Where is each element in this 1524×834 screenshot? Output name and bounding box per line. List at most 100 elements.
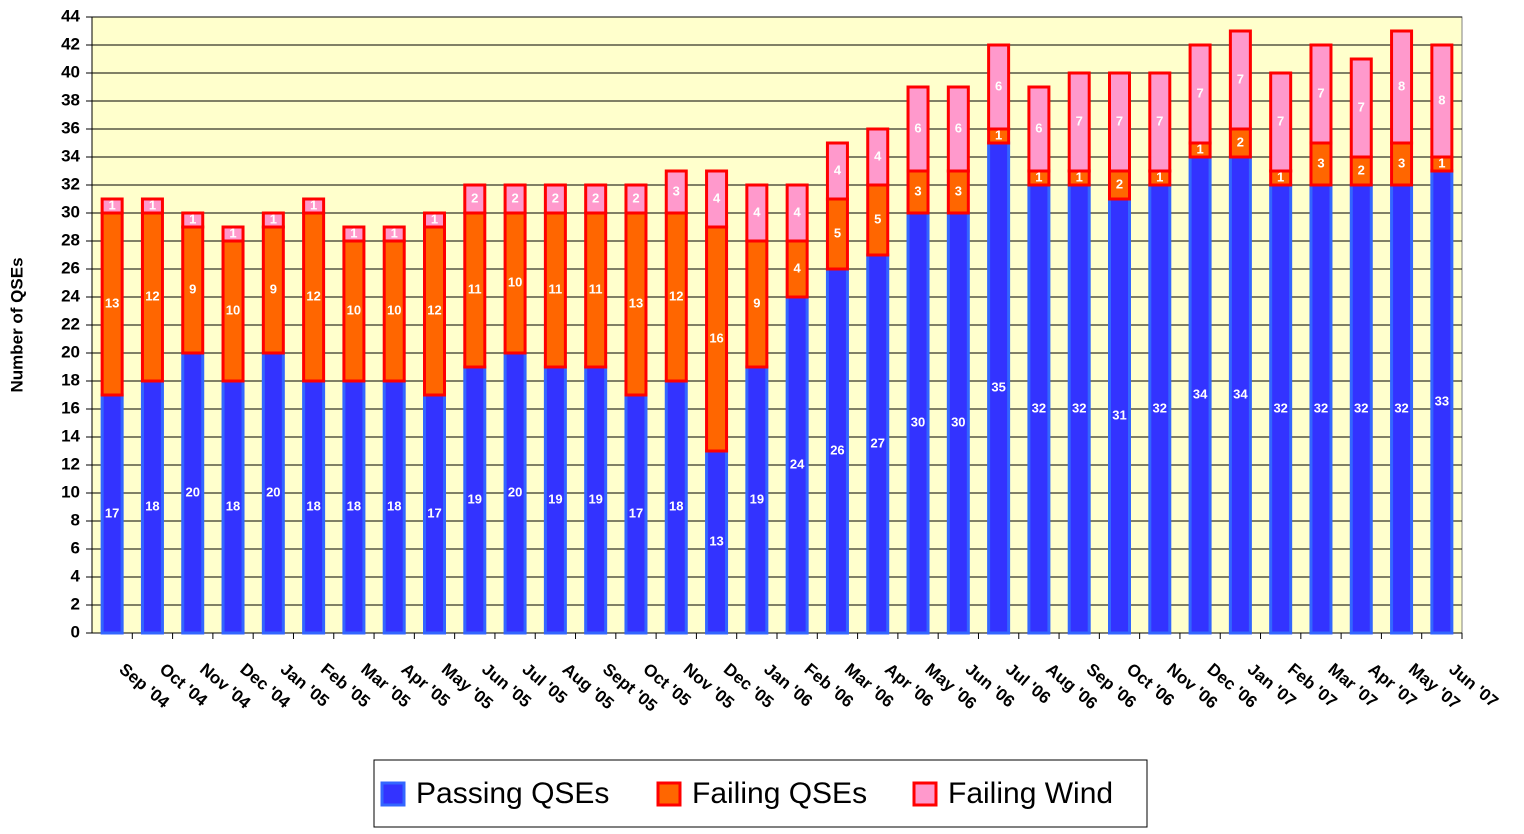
bar-segment [624, 183, 648, 215]
y-tick-label: 18 [61, 370, 80, 389]
data-label: 3 [955, 183, 962, 198]
data-label: 17 [105, 505, 119, 520]
data-label: 19 [588, 491, 602, 506]
data-label: 2 [1358, 162, 1365, 177]
y-tick-label: 34 [61, 146, 80, 165]
data-label: 34 [1193, 386, 1208, 401]
data-label: 33 [1435, 393, 1449, 408]
data-label: 12 [306, 288, 320, 303]
data-label: 32 [1273, 400, 1287, 415]
data-label: 26 [830, 442, 844, 457]
data-label: 3 [673, 183, 680, 198]
data-label: 1 [1277, 169, 1284, 184]
bar-segment [1148, 71, 1172, 173]
bar-segment [1027, 85, 1051, 173]
y-tick-label: 14 [61, 426, 80, 445]
data-label: 3 [1398, 155, 1405, 170]
bar-segment [1228, 29, 1252, 131]
data-label: 11 [589, 281, 603, 296]
bar-segment [221, 225, 245, 243]
data-label: 12 [427, 302, 441, 317]
data-label: 17 [427, 505, 441, 520]
data-label: 1 [1035, 169, 1042, 184]
bar-segment [543, 183, 567, 215]
data-label: 6 [1035, 120, 1042, 135]
bar-segment [1430, 43, 1454, 159]
data-label: 1 [109, 197, 116, 212]
y-tick-label: 22 [61, 314, 80, 333]
data-label: 18 [145, 498, 159, 513]
bar-segment [1269, 71, 1293, 173]
data-label: 1 [391, 225, 398, 240]
data-label: 1 [431, 211, 438, 226]
legend-swatch [380, 781, 406, 807]
data-label: 2 [511, 190, 518, 205]
data-label: 30 [911, 414, 925, 429]
data-label: 18 [387, 498, 401, 513]
data-label: 3 [1317, 155, 1324, 170]
data-label: 10 [508, 274, 522, 289]
bar-segment [140, 197, 164, 215]
data-label: 19 [548, 491, 562, 506]
legend-label: Failing Wind [948, 777, 1113, 810]
data-label: 9 [753, 295, 760, 310]
bar-segment [1108, 71, 1131, 173]
data-label: 8 [1398, 78, 1405, 93]
y-tick-label: 36 [61, 118, 80, 137]
y-tick-label: 20 [61, 342, 80, 361]
y-tick-label: 30 [61, 202, 80, 221]
data-label: 11 [549, 281, 563, 296]
data-label: 12 [669, 288, 683, 303]
data-label: 4 [834, 162, 842, 177]
data-label: 10 [226, 302, 240, 317]
data-label: 6 [955, 120, 962, 135]
bar-segment [100, 197, 124, 215]
data-label: 10 [347, 302, 361, 317]
data-label: 6 [914, 120, 921, 135]
data-label: 1 [350, 225, 357, 240]
data-label: 4 [713, 190, 721, 205]
y-tick-label: 26 [61, 258, 80, 277]
data-label: 7 [1196, 85, 1203, 100]
data-label: 1 [995, 127, 1002, 142]
y-tick-label: 28 [61, 230, 80, 249]
bar-segment [825, 141, 849, 201]
data-label: 32 [1032, 400, 1046, 415]
y-tick-label: 2 [71, 594, 80, 613]
data-label: 20 [186, 484, 200, 499]
data-label: 5 [834, 225, 841, 240]
data-label: 7 [1116, 113, 1123, 128]
y-tick-label: 16 [61, 398, 80, 417]
data-label: 7 [1277, 113, 1284, 128]
data-label: 9 [189, 281, 196, 296]
bar-segment [987, 43, 1011, 131]
data-label: 7 [1358, 99, 1365, 114]
legend-swatch [656, 781, 682, 807]
bar-segment [463, 183, 487, 215]
data-label: 5 [874, 211, 881, 226]
data-label: 7 [1156, 113, 1163, 128]
data-label: 1 [1156, 169, 1163, 184]
data-label: 27 [871, 435, 885, 450]
data-label: 34 [1233, 386, 1248, 401]
data-label: 32 [1354, 400, 1368, 415]
data-label: 4 [794, 260, 802, 275]
data-label: 18 [669, 498, 683, 513]
y-tick-label: 42 [61, 34, 80, 53]
data-label: 13 [105, 295, 119, 310]
y-tick-label: 4 [71, 566, 81, 585]
data-label: 2 [632, 190, 639, 205]
data-label: 32 [1072, 400, 1086, 415]
data-label: 17 [629, 505, 643, 520]
bar-segment [745, 183, 769, 243]
bar-segment [866, 127, 890, 187]
bar-segment [261, 211, 285, 229]
data-label: 2 [1237, 134, 1244, 149]
data-label: 1 [189, 211, 196, 226]
data-label: 11 [468, 281, 482, 296]
data-label: 30 [951, 414, 965, 429]
data-label: 2 [592, 190, 599, 205]
bar-segment [342, 225, 366, 243]
data-label: 10 [387, 302, 401, 317]
